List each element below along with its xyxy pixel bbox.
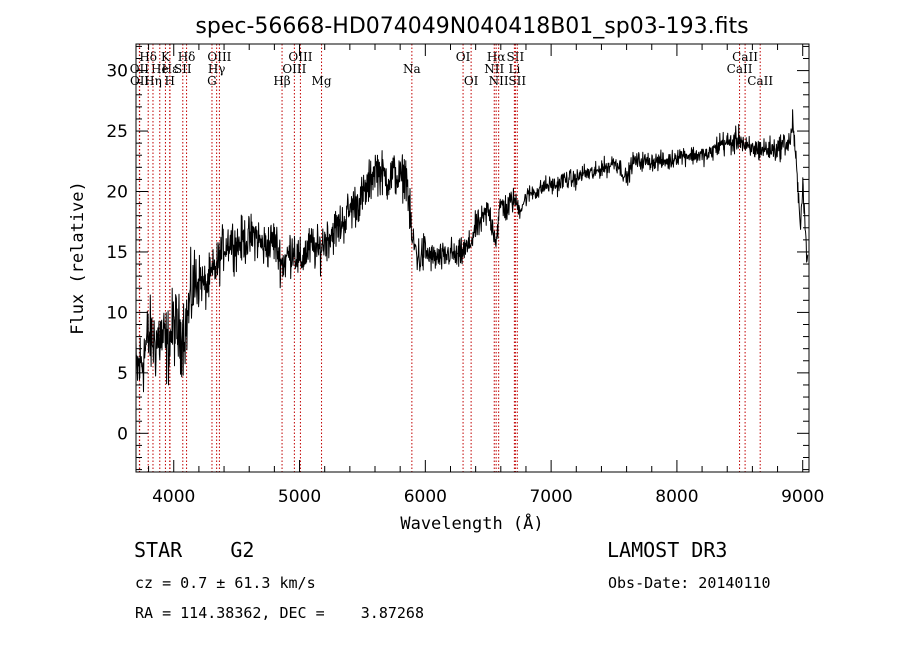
marker-label: NII [484,62,504,76]
y-tick-label: 0 [117,424,128,444]
x-axis-label: Wavelength (Å) [400,512,543,534]
chart-title: spec-56668-HD074049N040418B01_sp03-193.f… [195,14,748,39]
series-layer [135,109,809,393]
x-tick-label: 5000 [278,487,321,507]
marker-label: Hη [144,74,162,88]
survey-name: LAMOST DR3 [607,538,728,562]
marker-label: Hα [487,50,506,64]
object-class: STAR G2 [134,538,255,562]
marker-label: G [207,74,217,88]
marker-label: K [161,50,171,64]
marker-label: SII [507,50,525,64]
marker-label: Hδ [178,50,196,64]
marker-label: OI [456,50,471,64]
marker-label: OI [464,74,479,88]
plot-frame [135,43,810,473]
x-tick-label: 9000 [781,487,824,507]
y-tick-label: 25 [106,122,128,142]
axis-ticks: 4000 5000 6000 7000 8000 9000 0 5 10 15 20 25 30 [106,44,824,507]
marker-label: SII [174,62,192,76]
marker-label: Na [403,62,421,76]
y-tick-label: 30 [106,62,128,82]
y-axis-label: Flux (relative) [68,181,88,335]
x-tick-label: 6000 [404,487,447,507]
marker-label: He [151,62,169,76]
marker-label: NII [489,74,509,88]
y-tick-label: 5 [117,364,128,384]
marker-label: OIII [207,50,231,64]
marker-label: SII [508,74,526,88]
marker-label: Li [508,62,520,76]
coordinates-text: RA = 114.38362, DEC = 3.87268 [135,604,424,622]
marker-label: CaII [727,62,753,76]
y-tick-label: 20 [106,183,128,203]
x-tick-label: 8000 [655,487,698,507]
obs-date-text: Obs-Date: 20140110 [608,574,771,592]
marker-label: OII [130,74,150,88]
redshift-text: cz = 0.7 ± 61.3 km/s [135,574,316,592]
x-tick-label: 7000 [529,487,572,507]
x-tick-label: 4000 [152,487,195,507]
marker-label: H [164,74,174,88]
y-tick-label: 10 [106,303,128,323]
spectrum-line [135,109,809,393]
marker-label: Hδ [139,50,157,64]
marker-label: OIII [282,62,306,76]
marker-label: CaII [747,74,773,88]
marker-label: Mg [312,74,332,88]
marker-label: OIII [288,50,312,64]
marker-label: Hβ [273,74,290,88]
y-tick-label: 15 [106,243,128,263]
marker-label: CaII [732,50,758,64]
